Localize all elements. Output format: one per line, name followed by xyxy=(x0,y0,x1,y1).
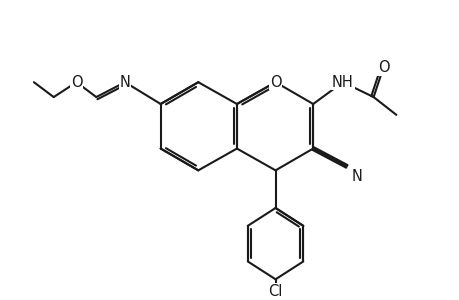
Text: N: N xyxy=(351,169,361,184)
Text: O: O xyxy=(269,75,281,90)
Text: Cl: Cl xyxy=(268,284,282,299)
Text: O: O xyxy=(377,60,388,75)
Text: NH: NH xyxy=(331,75,353,90)
Text: N: N xyxy=(119,75,130,90)
Text: O: O xyxy=(71,75,82,90)
